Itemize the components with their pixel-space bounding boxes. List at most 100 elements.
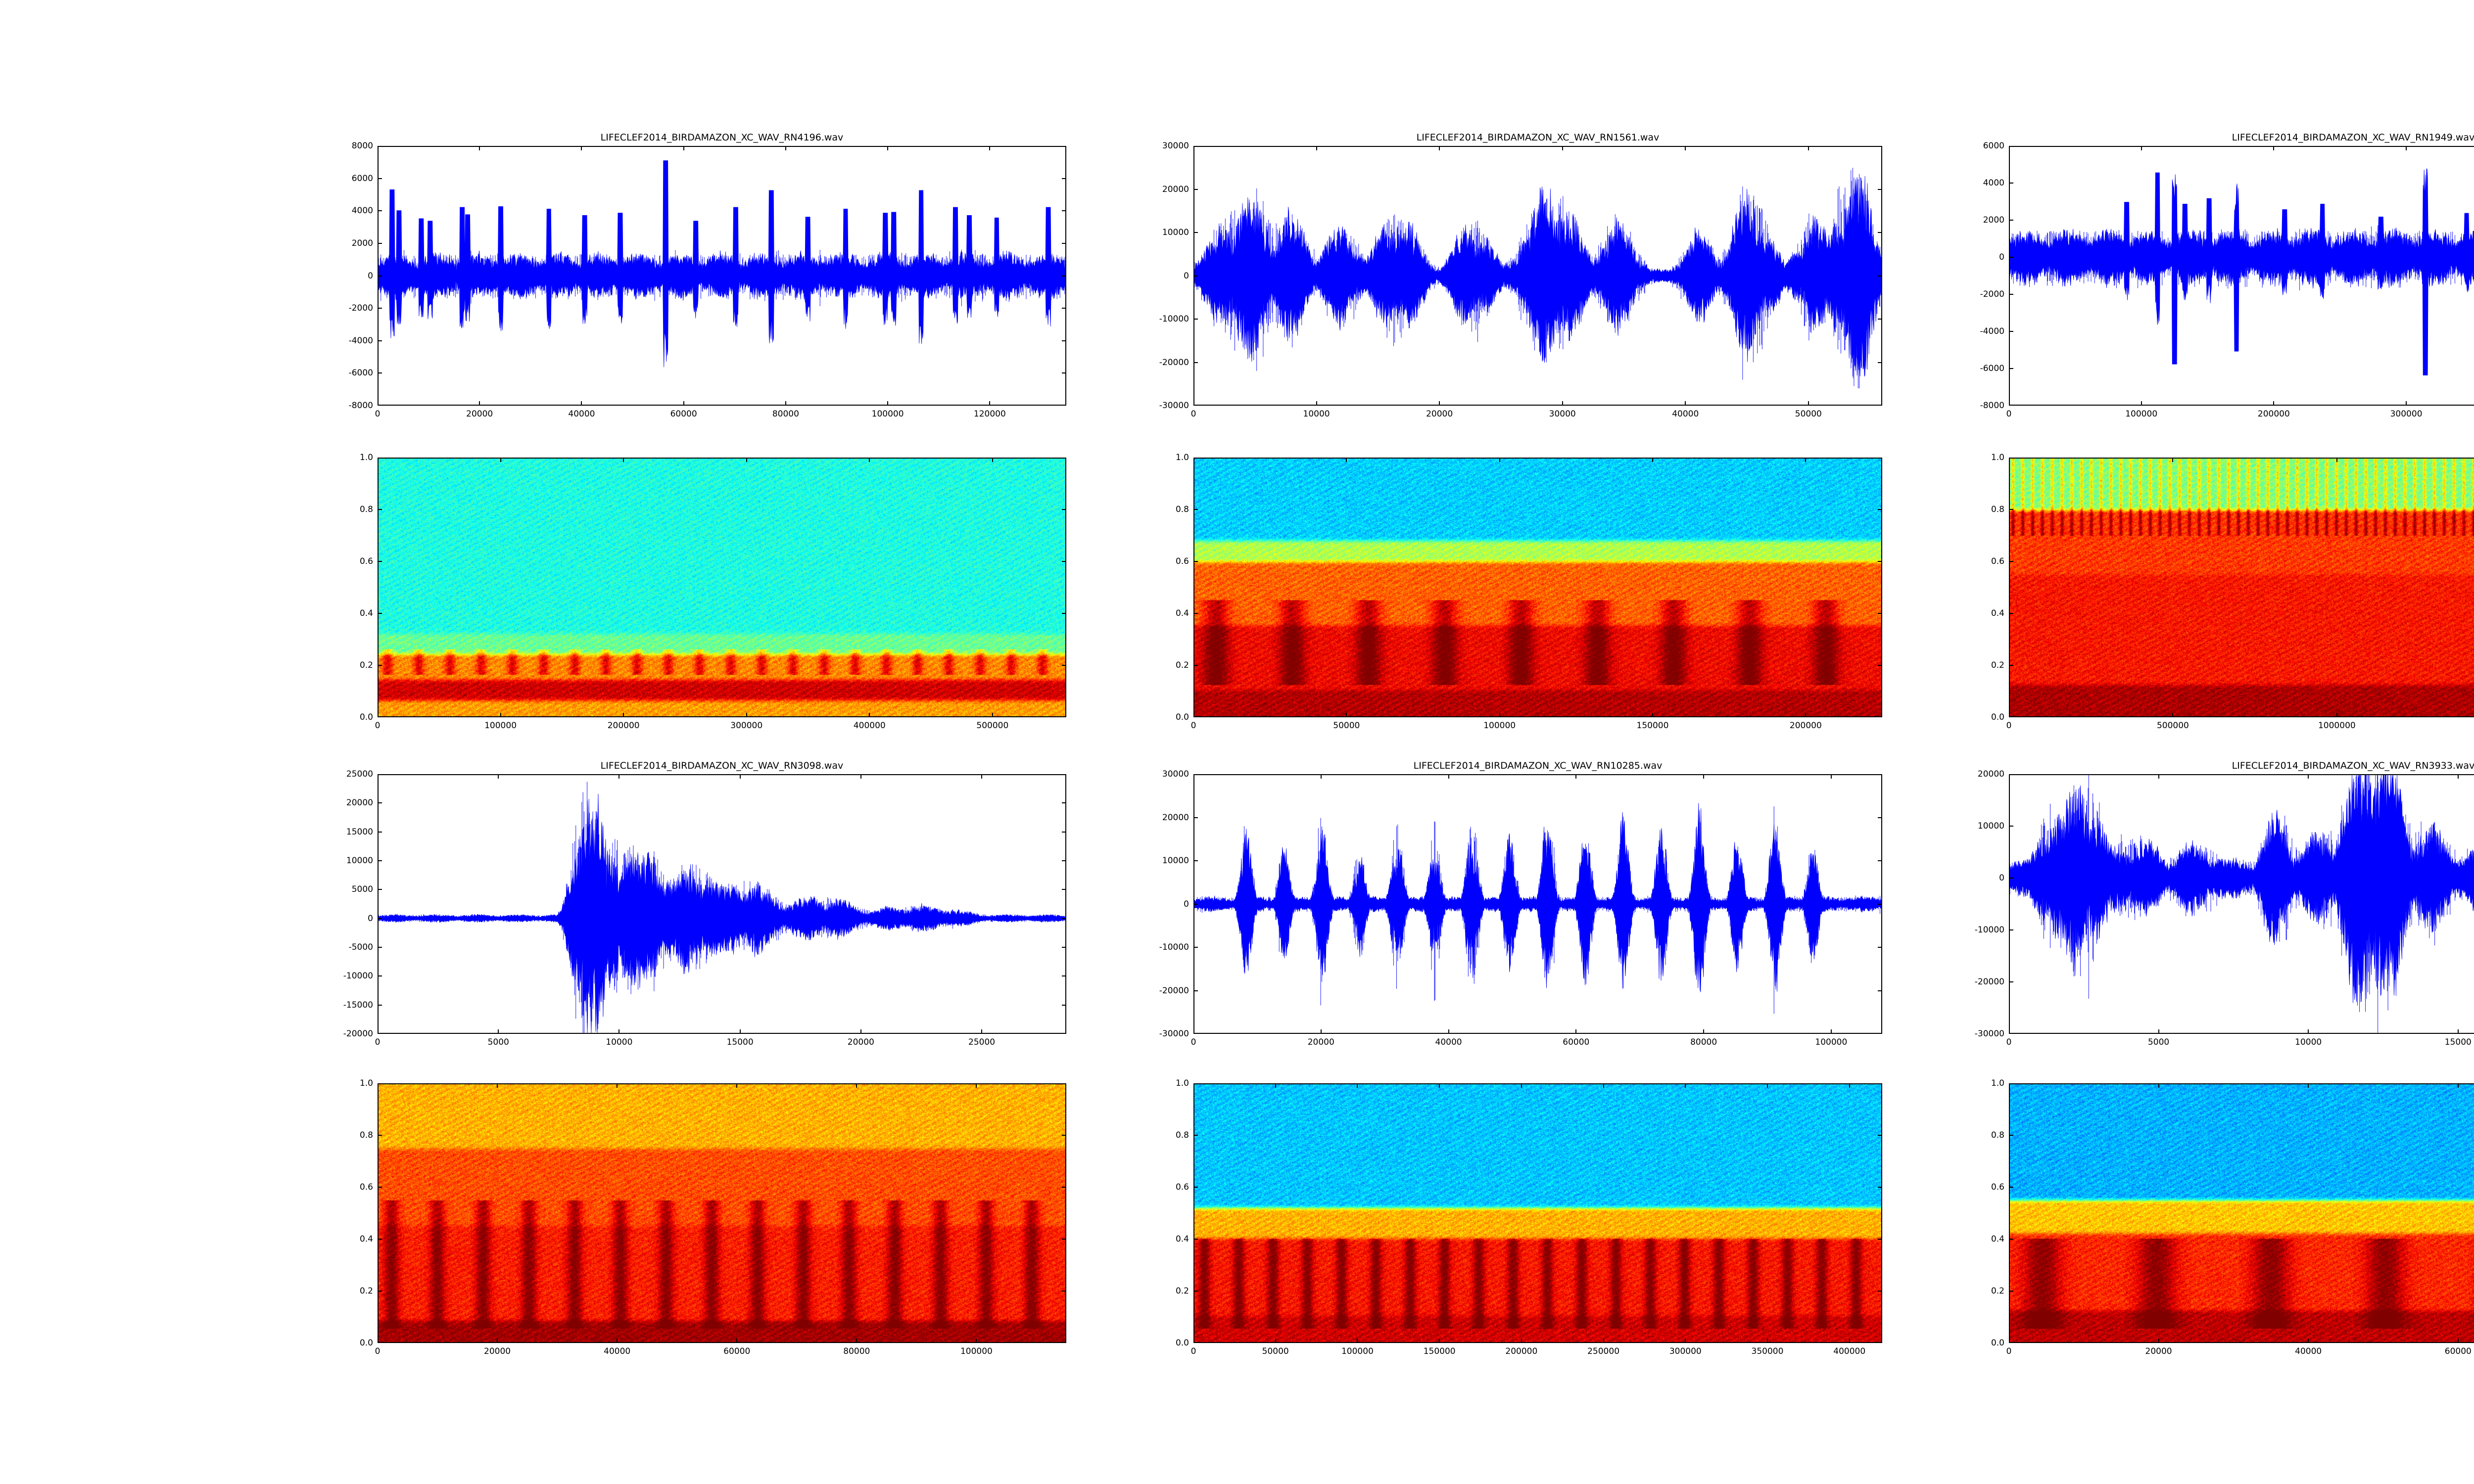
x-tick-mark — [1808, 401, 1809, 406]
x-tick-label: 100000 — [1483, 721, 1516, 731]
y-tick-mark — [1878, 275, 1882, 277]
y-tick-label: -4000 — [1980, 326, 2004, 336]
x-tick-label: 0 — [375, 721, 381, 731]
y-tick-mark — [378, 308, 382, 309]
x-tick-label: 25000 — [968, 1037, 996, 1047]
y-tick-mark — [1062, 613, 1066, 614]
x-tick-mark — [1603, 1083, 1604, 1088]
x-tick-mark — [683, 401, 684, 406]
y-tick-mark — [378, 242, 382, 244]
y-tick-label: 6000 — [1983, 141, 2004, 151]
x-tick-mark — [1448, 774, 1449, 779]
y-tick-mark — [2009, 257, 2013, 258]
y-tick-mark — [378, 889, 382, 890]
x-tick-mark — [2158, 774, 2159, 779]
y-tick-mark — [1062, 210, 1066, 212]
y-tick-label: 1.0 — [359, 1078, 373, 1088]
y-tick-mark — [1193, 860, 1198, 861]
x-tick-mark — [746, 713, 747, 717]
plot-panel-spectrogram-4: 0.0 0.2 0.4 0.6 0.8 1.0 0 20000 40000 60000 80000 1… — [360, 1078, 1066, 1356]
x-tick-mark — [1652, 458, 1653, 462]
x-tick-label: 100000 — [960, 1346, 993, 1356]
x-tick-mark — [1703, 1029, 1705, 1034]
waveform-band — [1194, 803, 1881, 992]
x-tick-mark — [2406, 146, 2407, 150]
y-tick-mark — [1062, 308, 1066, 309]
plot-panel-waveform-6: LIFECLEF2014_BIRDAMAZON_XC_WAV_RN3933.wa… — [1975, 760, 2474, 1047]
x-tick-label: 500000 — [2156, 721, 2189, 731]
y-tick-label: 10000 — [1162, 228, 1189, 237]
y-tick-mark — [1193, 232, 1198, 233]
x-tick-label: 40000 — [1672, 409, 1699, 419]
x-tick-label: 200000 — [2257, 409, 2290, 419]
plot-title: LIFECLEF2014_BIRDAMAZON_XC_WAV_RN3933.wa… — [2232, 760, 2474, 771]
y-tick-mark — [1062, 561, 1066, 562]
y-tick-mark — [1193, 903, 1198, 905]
y-tick-mark — [1193, 613, 1198, 614]
waveform-spikes — [1194, 168, 1881, 389]
x-tick-mark — [617, 1083, 618, 1088]
y-tick-mark — [1062, 1187, 1066, 1188]
y-tick-mark — [2009, 368, 2013, 369]
y-tick-label: -10000 — [1974, 925, 2004, 935]
x-tick-mark — [498, 1029, 499, 1034]
x-tick-mark — [497, 1083, 498, 1088]
y-tick-mark — [2009, 929, 2013, 930]
y-tick-mark — [1062, 1239, 1066, 1240]
y-tick-label: -20000 — [343, 1029, 373, 1039]
x-tick-mark — [736, 1083, 738, 1088]
y-tick-mark — [378, 947, 382, 948]
plot-panel-spectrogram-2: 0.0 0.2 0.4 0.6 0.8 1.0 0 50000 100000 150000 2000… — [1176, 453, 1882, 731]
y-tick-mark — [1878, 319, 1882, 320]
y-tick-mark — [378, 802, 382, 804]
x-tick-label: 60000 — [670, 409, 697, 419]
plot-title: LIFECLEF2014_BIRDAMAZON_XC_WAV_RN1949.wa… — [2232, 132, 2474, 143]
x-tick-mark — [498, 774, 499, 779]
y-tick-mark — [1062, 860, 1066, 861]
axes-frame — [2009, 774, 2474, 1034]
x-tick-label: 60000 — [2444, 1346, 2472, 1356]
y-tick-mark — [1062, 1135, 1066, 1136]
x-tick-mark — [989, 401, 991, 406]
axes-frame — [378, 774, 1066, 1034]
x-tick-mark — [683, 146, 684, 150]
y-tick-mark — [1878, 1239, 1882, 1240]
y-tick-mark — [2009, 665, 2013, 666]
x-tick-mark — [2457, 1029, 2459, 1034]
x-tick-mark — [1808, 146, 1809, 150]
y-tick-mark — [1062, 340, 1066, 341]
y-tick-mark — [1062, 275, 1066, 277]
x-tick-mark — [785, 146, 786, 150]
x-tick-mark — [500, 713, 501, 717]
y-tick-label: 0.6 — [359, 556, 373, 566]
y-tick-mark — [2009, 981, 2013, 982]
y-tick-label: 0.0 — [1175, 712, 1189, 722]
x-tick-label: 200000 — [1789, 721, 1822, 731]
plot-title: LIFECLEF2014_BIRDAMAZON_XC_WAV_RN1561.wa… — [1416, 132, 1660, 143]
x-tick-mark — [1448, 1029, 1449, 1034]
x-tick-label: 400000 — [853, 721, 886, 731]
x-tick-label: 30000 — [1549, 409, 1576, 419]
x-tick-label: 400000 — [1833, 1346, 1866, 1356]
y-tick-label: 10000 — [1977, 821, 2004, 831]
plot-panel-waveform-2: LIFECLEF2014_BIRDAMAZON_XC_WAV_RN1561.wa… — [1159, 132, 1882, 419]
x-tick-mark — [1320, 1029, 1322, 1034]
y-tick-mark — [1193, 990, 1198, 991]
x-tick-mark — [1767, 1083, 1768, 1088]
y-tick-mark — [378, 1239, 382, 1240]
y-tick-label: -8000 — [1980, 401, 2004, 411]
y-tick-label: 0.6 — [1991, 1182, 2004, 1192]
waveform-band — [2010, 168, 2474, 375]
x-tick-mark — [869, 713, 870, 717]
y-tick-mark — [1193, 947, 1198, 948]
y-tick-label: -30000 — [1159, 1029, 1189, 1039]
y-tick-label: 0.8 — [1175, 505, 1189, 514]
x-tick-mark — [1767, 1339, 1768, 1343]
y-tick-mark — [1062, 1004, 1066, 1006]
x-tick-mark — [581, 146, 582, 150]
y-tick-label: 20000 — [346, 798, 373, 808]
x-tick-mark — [1499, 458, 1500, 462]
y-tick-mark — [2009, 613, 2013, 614]
y-tick-label: 0.8 — [359, 505, 373, 514]
x-tick-mark — [992, 458, 993, 462]
